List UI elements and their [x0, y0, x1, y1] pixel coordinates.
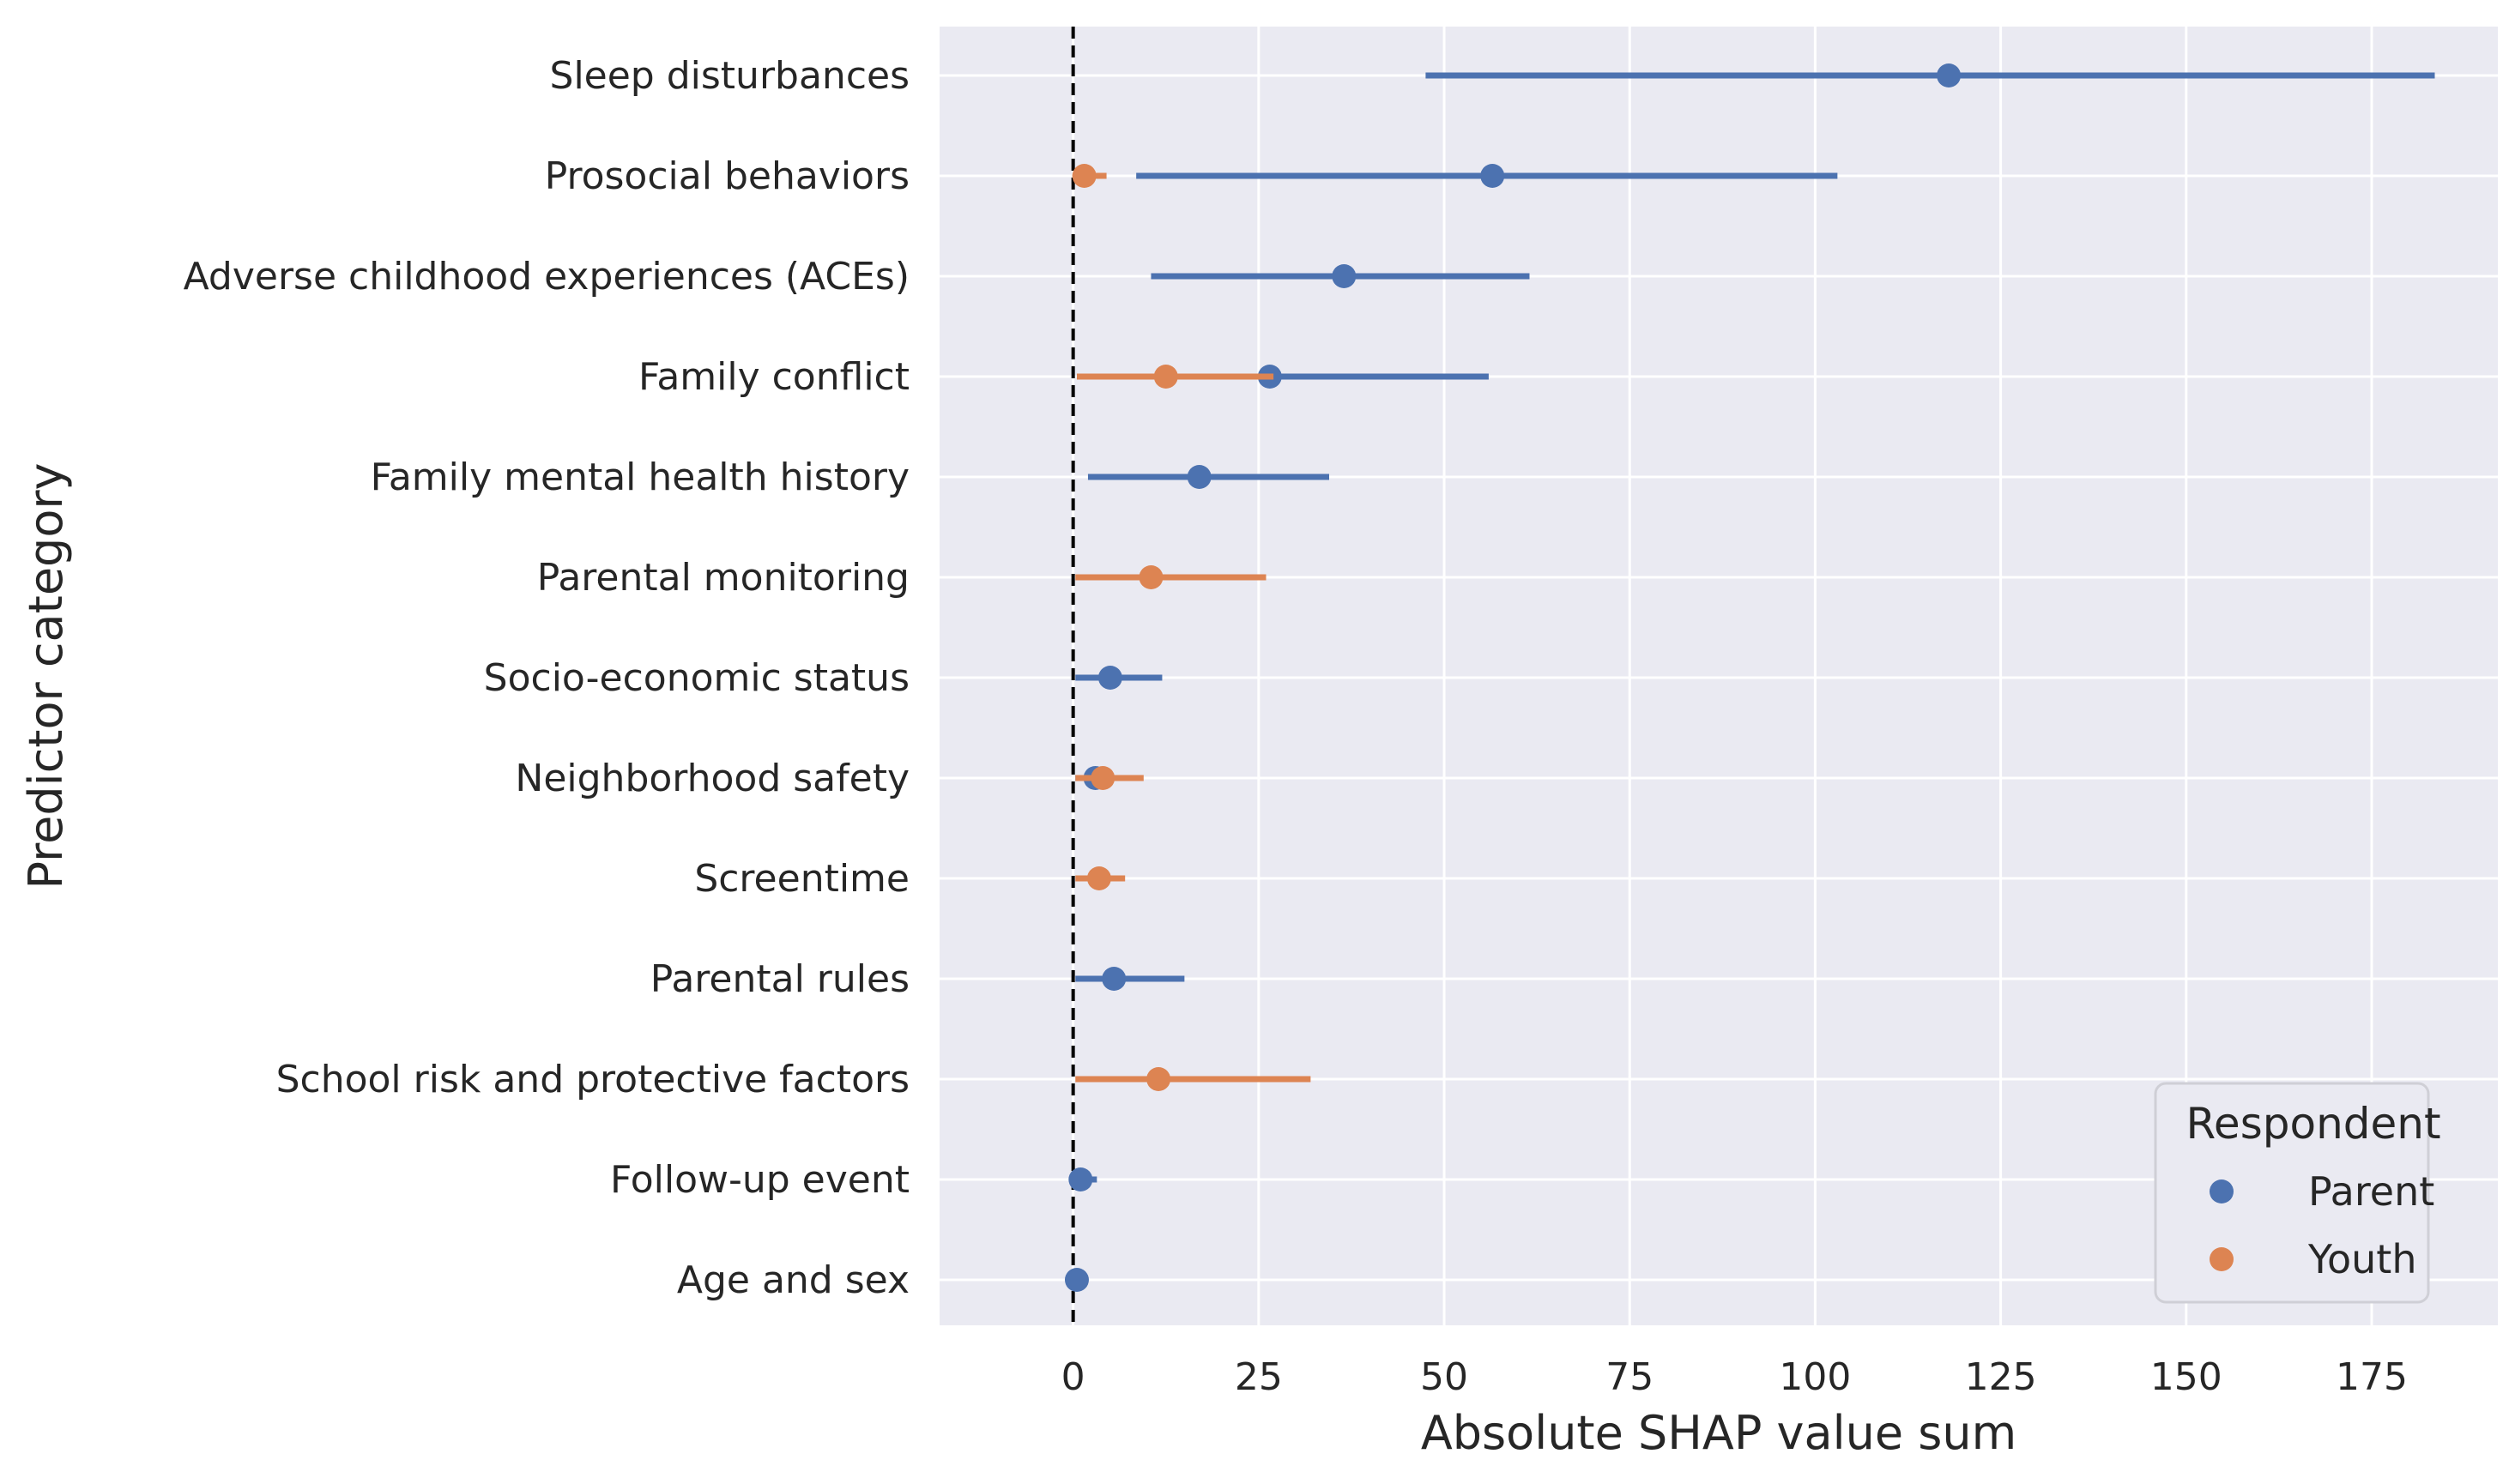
- y-tick-label-prosocial-behaviors: Prosocial behaviors: [545, 154, 910, 198]
- y-axis-title: Predictor category: [19, 462, 73, 889]
- x-tick-label-75: 75: [1605, 1355, 1653, 1399]
- point-youth-neighborhood-safety: [1091, 766, 1115, 790]
- point-youth-school-risk-and-protective-factors: [1146, 1067, 1171, 1091]
- legend-label-parent: Parent: [2308, 1168, 2434, 1215]
- x-tick-label-50: 50: [1420, 1355, 1468, 1399]
- y-tick-label-adverse-childhood-experiences-aces: Adverse childhood experiences (ACEs): [184, 255, 910, 299]
- y-tick-label-sleep-disturbances: Sleep disturbances: [550, 54, 910, 98]
- point-youth-prosocial-behaviors: [1072, 164, 1097, 188]
- y-tick-label-socio-economic-status: Socio-economic status: [484, 656, 910, 700]
- x-tick-label-175: 175: [2336, 1355, 2408, 1399]
- point-youth-family-conflict: [1153, 365, 1178, 389]
- point-youth-parental-monitoring: [1139, 565, 1164, 589]
- point-parent-family-mental-health-history: [1187, 465, 1212, 489]
- x-tick-label-125: 125: [1965, 1355, 2037, 1399]
- x-tick-label-150: 150: [2150, 1355, 2222, 1399]
- y-tick-label-screentime: Screentime: [694, 857, 910, 901]
- point-parent-parental-rules: [1102, 967, 1127, 991]
- point-parent-prosocial-behaviors: [1480, 164, 1505, 188]
- legend-title: Respondent: [2186, 1099, 2440, 1149]
- series-youth: [1072, 164, 1311, 1091]
- point-parent-adverse-childhood-experiences-aces: [1332, 264, 1357, 288]
- y-tick-label-family-mental-health-history: Family mental health history: [371, 455, 910, 499]
- y-tick-label-follow-up-event: Follow-up event: [610, 1158, 910, 1202]
- y-tick-label-parental-rules: Parental rules: [650, 957, 910, 1001]
- point-parent-follow-up-event: [1068, 1167, 1093, 1191]
- series-layer: [1064, 63, 2435, 1292]
- y-tick-label-parental-monitoring: Parental monitoring: [537, 556, 910, 600]
- legend: Respondent Parent Youth: [2154, 1082, 2441, 1304]
- point-youth-screentime: [1086, 866, 1111, 890]
- legend-marker-parent: [2210, 1179, 2234, 1203]
- point-parent-sleep-disturbances: [1937, 63, 1962, 87]
- legend-label-youth: Youth: [2307, 1236, 2416, 1282]
- y-tick-labels: Sleep disturbances Prosocial behaviors Adv…: [184, 54, 910, 1302]
- x-tick-labels: 0 25 50 75 100 125 150 175: [1061, 1355, 2408, 1399]
- legend-marker-youth: [2210, 1247, 2234, 1271]
- y-tick-label-school-risk-and-protective-factors: School risk and protective factors: [276, 1058, 910, 1101]
- point-parent-socio-economic-status: [1097, 666, 1122, 690]
- series-parent: [1064, 63, 2435, 1292]
- y-tick-label-age-and-sex: Age and sex: [677, 1258, 910, 1302]
- x-tick-label-0: 0: [1061, 1355, 1085, 1399]
- y-tick-label-family-conflict: Family conflict: [638, 355, 910, 399]
- x-tick-label-100: 100: [1779, 1355, 1851, 1399]
- point-parent-age-and-sex: [1064, 1268, 1089, 1292]
- x-tick-label-25: 25: [1235, 1355, 1283, 1399]
- y-tick-label-neighborhood-safety: Neighborhood safety: [515, 757, 910, 800]
- x-axis-title: Absolute SHAP value sum: [1421, 1406, 2016, 1460]
